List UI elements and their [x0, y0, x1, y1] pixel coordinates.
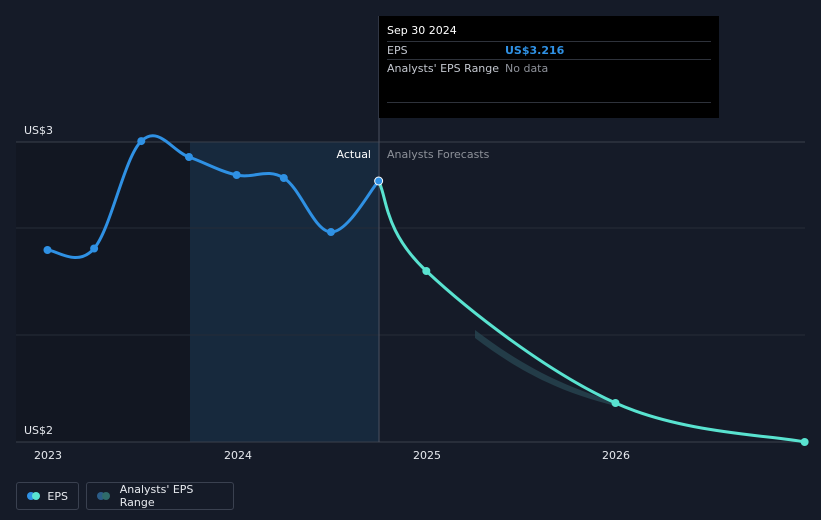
legend-item-eps[interactable]: EPS [16, 482, 79, 510]
data-point-eps-forecast[interactable] [611, 399, 620, 407]
y-label-bottom: US$2 [24, 424, 53, 437]
past-shade [16, 142, 190, 442]
tooltip-range-value: No data [505, 62, 549, 75]
data-points [43, 137, 809, 446]
data-point-eps-actual[interactable] [90, 244, 99, 253]
swatch-dot [97, 492, 105, 500]
tooltip: Sep 30 2024 EPS US$3.216 Analysts' EPS R… [379, 16, 719, 118]
data-point-eps-forecast[interactable] [422, 267, 431, 275]
tooltip-divider [387, 102, 711, 103]
data-point-eps-current[interactable] [374, 176, 384, 186]
tooltip-date: Sep 30 2024 [387, 24, 457, 37]
tooltip-eps-value: US$3.216 [505, 44, 565, 57]
swatch-dot [102, 492, 110, 500]
x-tick-2025: 2025 [413, 449, 441, 462]
data-point-eps-actual[interactable] [279, 174, 288, 182]
legend-eps-label: EPS [47, 489, 68, 503]
data-point-eps-actual[interactable] [43, 246, 52, 254]
legend-range-swatch-icon [97, 492, 112, 500]
data-point-eps-actual[interactable] [137, 137, 146, 146]
forecast-label: Analysts Forecasts [387, 148, 490, 161]
tooltip-row-eps: EPS US$3.216 [387, 41, 711, 59]
x-tick-2023: 2023 [34, 449, 62, 462]
x-tick-2024: 2024 [224, 449, 252, 462]
legend-item-eps-range[interactable]: Analysts' EPS Range [86, 482, 234, 510]
tooltip-range-label: Analysts' EPS Range [387, 62, 500, 75]
x-tick-2026: 2026 [602, 449, 630, 462]
data-point-eps-actual[interactable] [184, 153, 193, 161]
series-line-eps-forecast [377, 179, 807, 444]
swatch-dot [27, 492, 35, 500]
actual-label: Actual [337, 148, 371, 161]
data-point-eps-actual[interactable] [326, 228, 335, 236]
swatch-dot [32, 492, 40, 500]
tooltip-eps-label: EPS [387, 44, 408, 57]
legend-eps-swatch-icon [27, 492, 40, 500]
data-point-eps-actual[interactable] [232, 171, 241, 179]
y-label-top: US$3 [24, 124, 53, 137]
series-line-eps-actual [46, 134, 381, 260]
highlight-band [190, 142, 379, 442]
legend-range-label: Analysts' EPS Range [119, 483, 194, 509]
data-point-eps-forecast[interactable] [800, 438, 809, 446]
forecast-range-band [475, 330, 616, 406]
tooltip-row-range: Analysts' EPS Range No data [387, 59, 711, 77]
